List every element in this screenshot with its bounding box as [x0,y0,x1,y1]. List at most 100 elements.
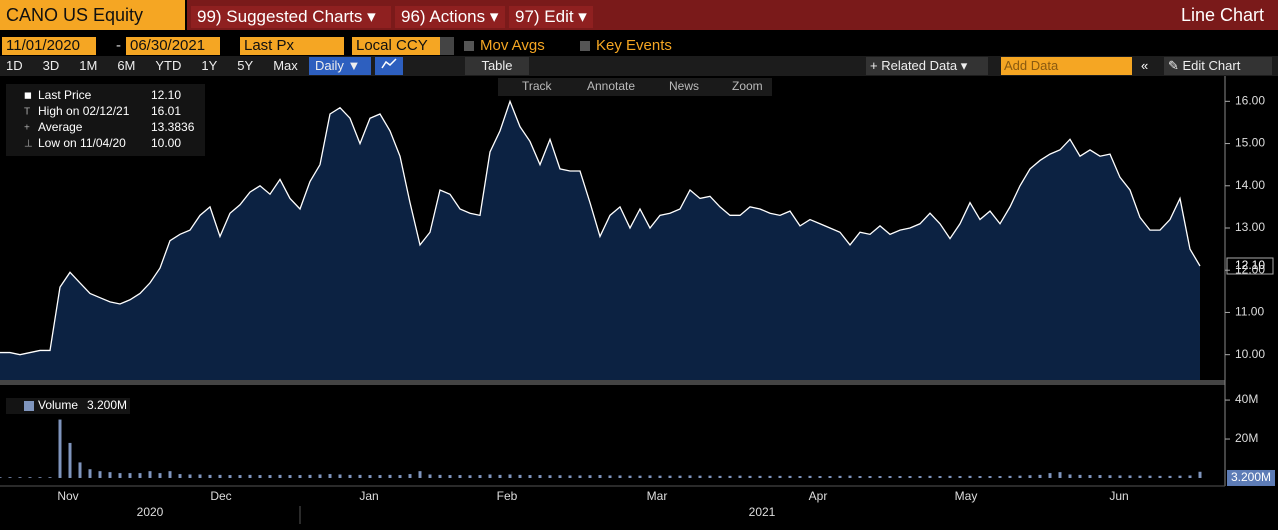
year-label: 2020 [137,505,164,519]
legend-value: 16.01 [151,104,181,118]
legend-value: 10.00 [151,136,181,150]
legend-value: 12.10 [151,88,181,102]
volume-bar [588,475,592,478]
volume-bar [948,475,952,478]
volume-legend-value: 3.200M [87,398,127,412]
range-tab[interactable]: 3D [42,58,60,73]
chart: Track Annotate News Zoom 12.10 10.00 11.00 12.0… [0,76,1278,530]
volume-bar [0,477,2,478]
volume-bar [938,476,942,478]
volume-bar [638,475,642,478]
volume-bar [598,475,602,478]
volume-bar [998,476,1002,478]
volume-bar [728,475,732,478]
y-tick-label: 16.00 [1235,94,1265,108]
volume-bar [338,474,342,478]
volume-bar [848,475,852,478]
range-tabs: 1D 3D 1M 6M YTD 1Y 5Y Max [6,57,318,75]
menu[interactable]: 97) Edit ▾ [509,6,593,28]
volume-bar [88,469,92,478]
range-tab[interactable]: 5Y [237,58,254,73]
dash: - [116,37,121,54]
range-tab[interactable]: 6M [117,58,136,73]
dropdown[interactable] [440,37,454,55]
volume-bar [978,476,982,478]
volume-bar [238,475,242,478]
volume-bar [988,476,992,478]
legend-icon: + [24,123,30,134]
volume-bar [318,474,322,478]
y-tick-label: 12.00 [1235,262,1265,276]
checkbox[interactable] [464,41,474,52]
volume-bar [1088,475,1092,478]
menu[interactable]: 99) Suggested Charts ▾ [191,6,391,28]
chart-tool[interactable]: Zoom [732,79,763,93]
start-date[interactable]: 11/01/2020 [2,37,96,55]
volume-bar [418,471,422,478]
volume-bar [158,473,162,478]
related-data[interactable]: + Related Data ▾ [866,57,988,75]
x-tick-label: Mar [647,489,668,503]
volume-bar [608,475,612,478]
volume-bar [128,473,132,478]
legend-label: Last Price [38,88,92,102]
volume-bar [228,475,232,478]
end-date[interactable]: 06/30/2021 [126,37,220,55]
edit-chart[interactable]: ✎ Edit Chart [1164,57,1272,75]
volume-bar [538,475,542,478]
volume-bar [898,476,902,478]
chart-tool[interactable]: Annotate [587,79,635,93]
legend-icon: ⊥ [24,139,33,150]
volume-legend-swatch [24,401,34,411]
ticker[interactable]: CANO US Equity [0,0,185,30]
volume-bar [38,477,42,478]
range-tab[interactable]: 1D [6,58,23,73]
add-data[interactable]: Add Data [1001,57,1132,75]
field[interactable]: Last Px [240,37,344,55]
volume-bar [508,474,512,478]
volume-bar [288,475,292,478]
collapse[interactable]: « [1141,58,1149,73]
volume-bar [148,471,152,478]
legend-icon: ■ [24,87,32,102]
edit-chart-label: Edit Chart [1182,58,1241,73]
range-tab[interactable]: Max [273,58,298,73]
option[interactable]: Mov Avgs [464,37,545,55]
volume-bar [48,477,52,478]
volume-bar [138,473,142,478]
volume-bar [558,475,562,478]
frequency[interactable]: Daily ▼ [309,57,371,75]
chart-tool[interactable]: Track [522,79,553,93]
line-icon[interactable] [375,57,403,75]
volume-bar [1118,475,1122,478]
range-tab[interactable]: 1Y [201,58,218,73]
menu[interactable]: 96) Actions ▾ [395,6,505,28]
last-price-tag [1226,257,1274,275]
option[interactable]: Key Events [580,37,672,55]
volume-bar [778,475,782,478]
x-tick-label: Jan [359,489,378,503]
checkbox[interactable] [580,41,590,52]
table-button[interactable]: Table [465,57,529,75]
volume-bar [688,475,692,478]
y-tick-label: 10.00 [1235,347,1265,361]
volume-bar [448,475,452,478]
volume-bar [798,476,802,478]
volume-bar [1138,475,1142,478]
legend-value: 13.3836 [151,120,195,134]
volume-bar [1188,475,1192,478]
volume-bar [788,475,792,478]
volume-bar [648,475,652,478]
volume-bar [488,474,492,478]
range-tab[interactable]: YTD [155,58,182,73]
volume-bar [968,475,972,478]
volume-bar [218,474,222,478]
volume-bar [248,474,252,478]
currency[interactable]: Local CCY [352,37,440,55]
range-tab[interactable]: 1M [79,58,98,73]
chart-tool[interactable]: News [669,79,699,93]
volume-bar [98,471,102,478]
volume-bar [858,476,862,478]
volume-bar [398,475,402,478]
x-tick-label: Feb [497,489,518,503]
